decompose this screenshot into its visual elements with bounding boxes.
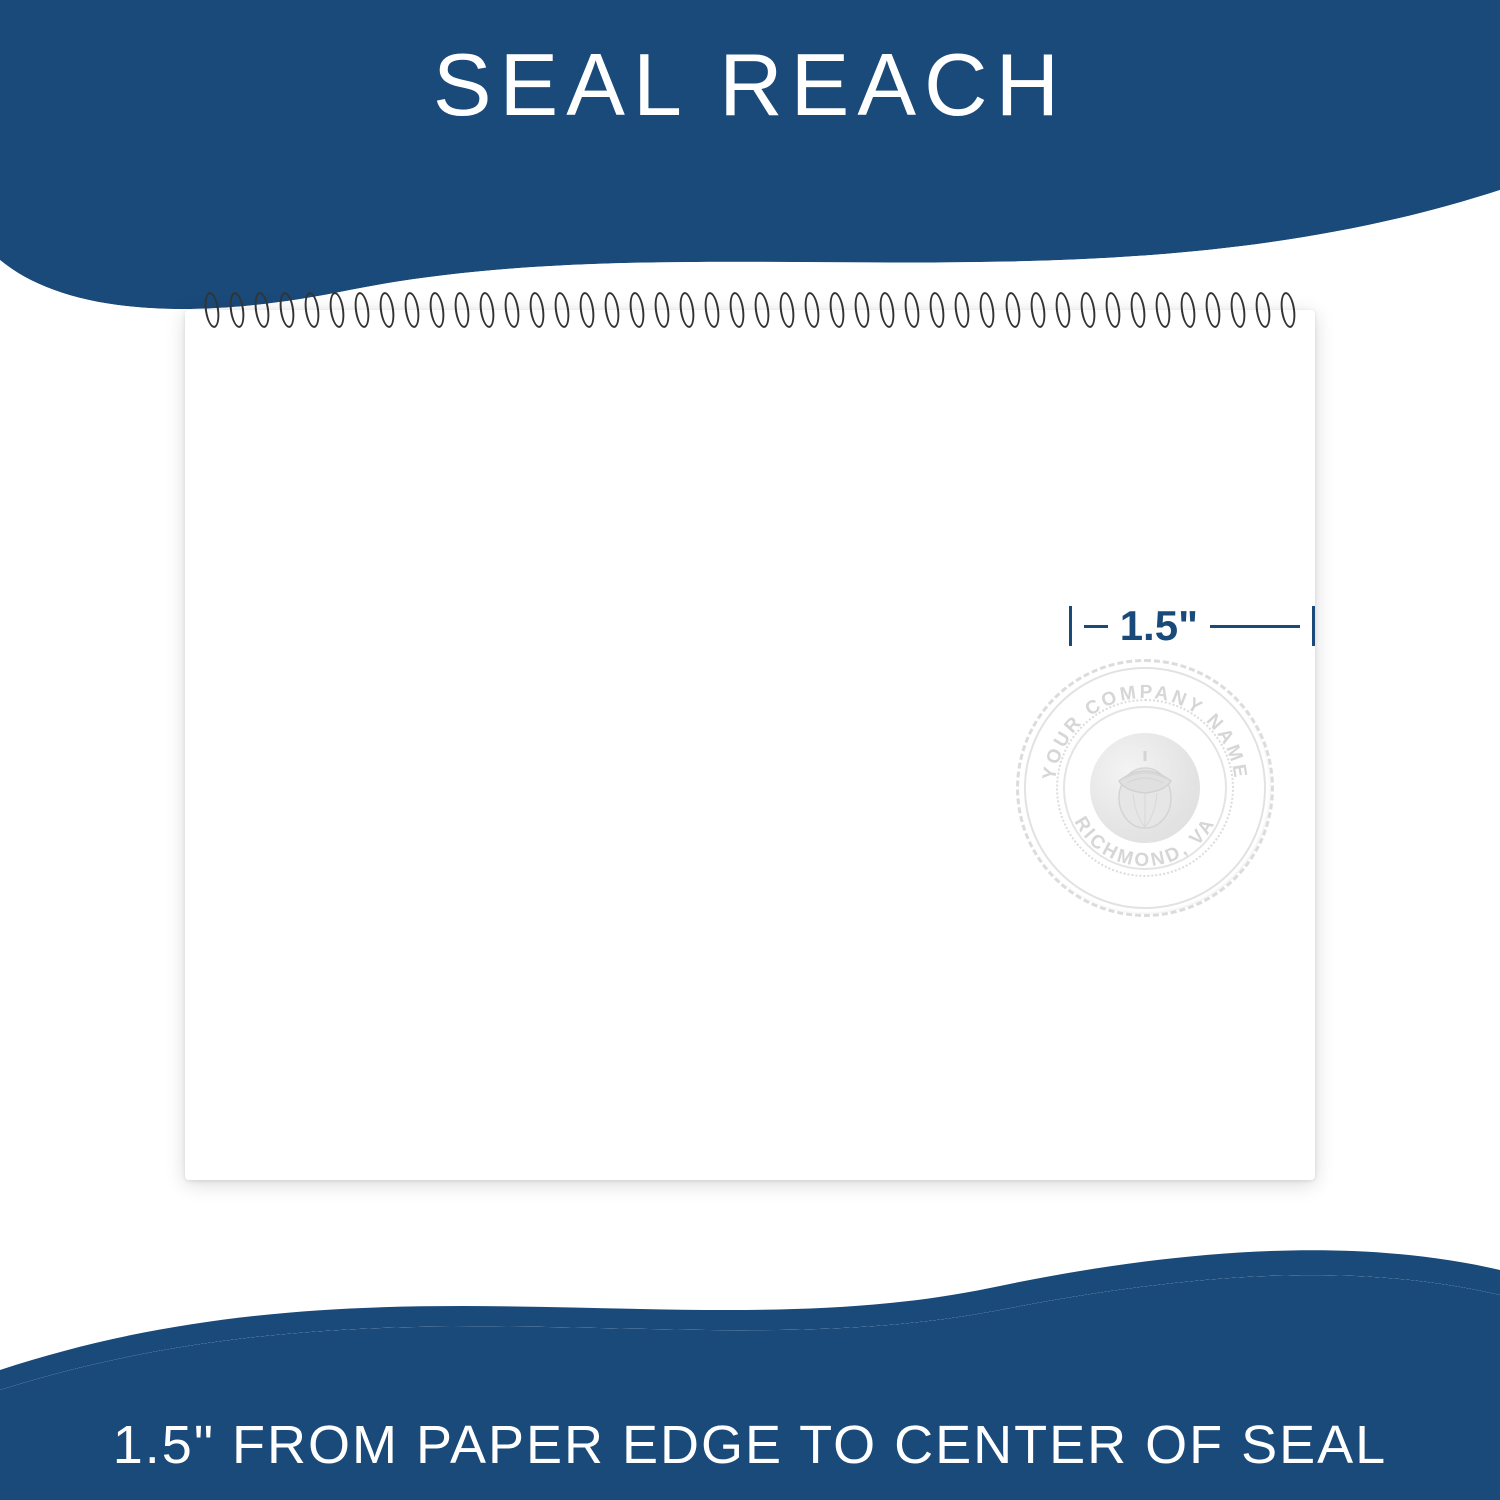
spiral-coil <box>728 291 747 329</box>
spiral-coil <box>1253 291 1272 329</box>
spiral-coil <box>1228 291 1247 329</box>
measurement-line-right <box>1210 625 1300 628</box>
spiral-coil <box>578 291 597 329</box>
spiral-coil <box>1053 291 1072 329</box>
spiral-coil <box>703 291 722 329</box>
spiral-binding <box>205 290 1295 330</box>
spiral-coil <box>853 291 872 329</box>
measurement-line-left <box>1084 625 1108 628</box>
spiral-coil <box>953 291 972 329</box>
spiral-coil <box>1203 291 1222 329</box>
spiral-coil <box>603 291 622 329</box>
spiral-coil <box>753 291 772 329</box>
footer-caption: 1.5" FROM PAPER EDGE TO CENTER OF SEAL <box>113 1414 1387 1476</box>
footer: 1.5" FROM PAPER EDGE TO CENTER OF SEAL <box>0 1390 1500 1500</box>
spiral-coil <box>803 291 822 329</box>
spiral-coil <box>428 291 447 329</box>
spiral-coil <box>453 291 472 329</box>
spiral-coil <box>228 291 247 329</box>
spiral-coil <box>253 291 272 329</box>
spiral-coil <box>878 291 897 329</box>
spiral-coil <box>1078 291 1097 329</box>
measurement-indicator: 1.5" <box>1069 602 1315 650</box>
footer-swoosh-accent <box>0 1250 1500 1390</box>
spiral-coil <box>653 291 672 329</box>
notepad: 1.5" YOUR COMPANY NAME RICHMOND, VA <box>185 310 1315 1180</box>
spiral-coil <box>1178 291 1197 329</box>
spiral-coil <box>203 291 222 329</box>
header: SEAL REACH <box>0 0 1500 170</box>
spiral-coil <box>553 291 572 329</box>
spiral-coil <box>903 291 922 329</box>
spiral-coil <box>478 291 497 329</box>
footer-swoosh-gap <box>0 1275 1500 1404</box>
spiral-coil <box>628 291 647 329</box>
spiral-coil <box>1103 291 1122 329</box>
spiral-coil <box>303 291 322 329</box>
spiral-coil <box>1003 291 1022 329</box>
seal-center-emblem <box>1090 733 1200 843</box>
spiral-coil <box>353 291 372 329</box>
spiral-coil <box>378 291 397 329</box>
embossed-seal: YOUR COMPANY NAME RICHMOND, VA <box>1015 658 1275 918</box>
measurement-tick-right <box>1312 606 1315 646</box>
spiral-coil <box>928 291 947 329</box>
spiral-coil <box>678 291 697 329</box>
page-title: SEAL REACH <box>433 34 1067 136</box>
acorn-icon <box>1105 743 1185 833</box>
spiral-coil <box>1028 291 1047 329</box>
spiral-coil <box>1278 291 1297 329</box>
spiral-coil <box>278 291 297 329</box>
spiral-coil <box>1153 291 1172 329</box>
spiral-coil <box>328 291 347 329</box>
spiral-coil <box>778 291 797 329</box>
spiral-coil <box>1128 291 1147 329</box>
spiral-coil <box>403 291 422 329</box>
spiral-coil <box>828 291 847 329</box>
measurement-tick-left <box>1069 606 1072 646</box>
spiral-coil <box>978 291 997 329</box>
measurement-label: 1.5" <box>1120 602 1198 650</box>
spiral-coil <box>528 291 547 329</box>
spiral-coil <box>503 291 522 329</box>
